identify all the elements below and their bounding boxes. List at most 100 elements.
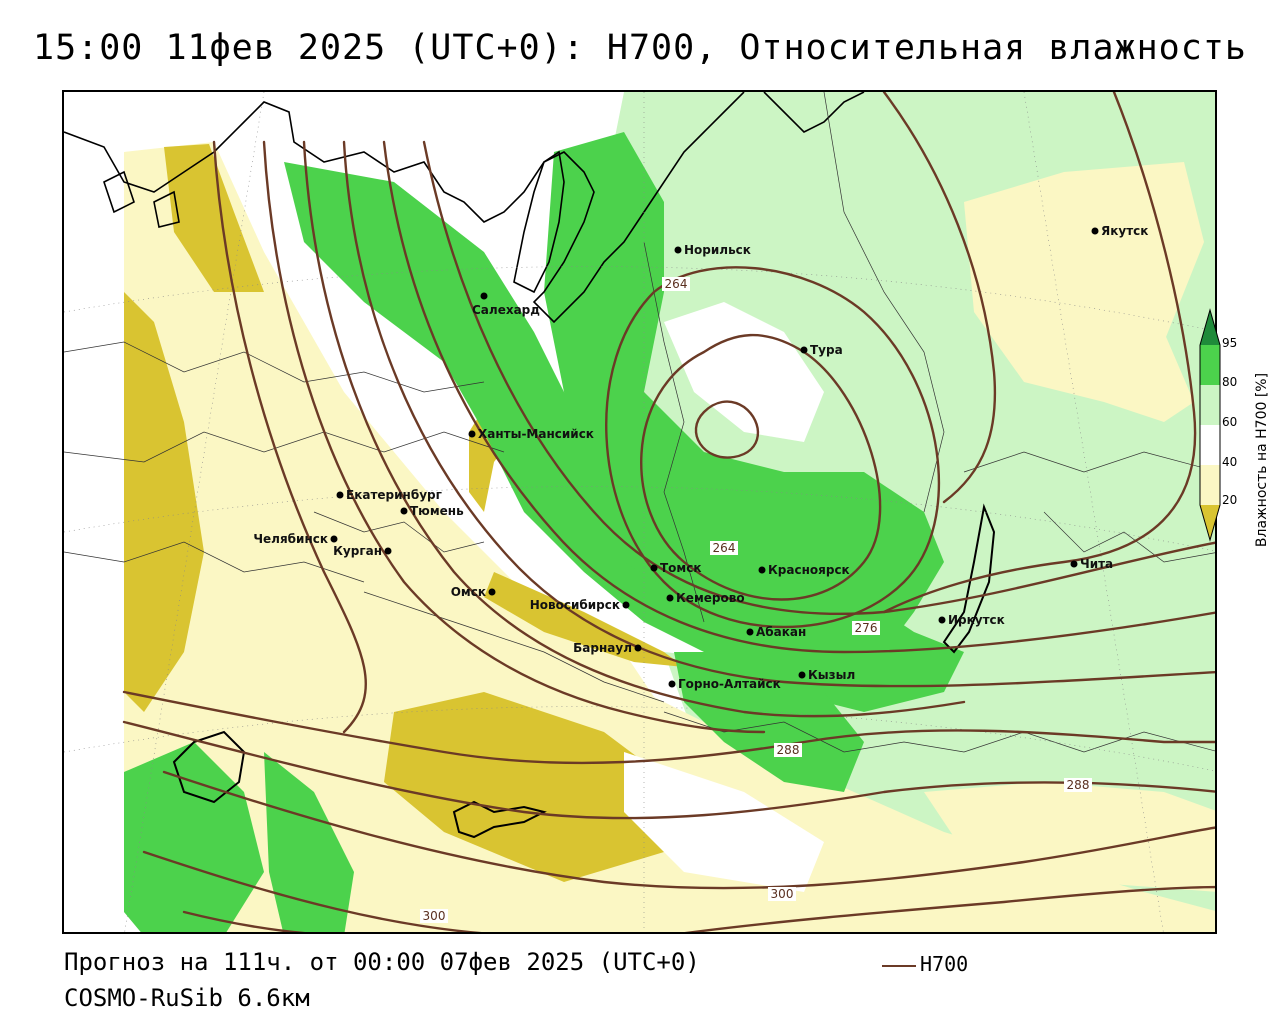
isohypse-label-bg (852, 621, 880, 635)
isohypse-west-6 (422, 140, 1215, 616)
city-label: Чита (1080, 557, 1113, 571)
city-label: Омск (451, 585, 486, 599)
city-dot (634, 644, 642, 652)
city-dot (800, 346, 808, 354)
city-label: Красноярск (768, 563, 850, 577)
model-name: COSMO-RuSib 6.6км (64, 984, 310, 1012)
city-dot (1091, 227, 1099, 235)
city-dot (666, 594, 674, 602)
scale-tick-20: 20 (1222, 493, 1238, 507)
city-dot (336, 491, 344, 499)
city-label: Норильск (684, 243, 751, 257)
city-dot (384, 547, 392, 555)
city-dot (400, 507, 408, 515)
coastline-yamal (513, 150, 565, 294)
coastline-taimyr (763, 92, 865, 133)
city-label: Кемерово (676, 591, 745, 605)
scale-step-40-60 (1200, 425, 1220, 465)
isohypse-east-1 (882, 92, 997, 504)
isohypse-300-south (182, 910, 306, 932)
isohypse-west-5 (382, 140, 1215, 654)
dry-patch-east (1084, 332, 1194, 422)
weather-map: 264 264 276 288 288 300 300 Норильск Якутск Сале… (62, 90, 1217, 934)
coastline-kara-islands (103, 170, 180, 228)
wet-band-central (284, 162, 764, 652)
isohypse-label-bg (420, 909, 448, 923)
city-label: Ханты-Мансийск (478, 427, 594, 441)
isohypse-label: 288 (1067, 778, 1090, 792)
boundary-2 (64, 431, 505, 463)
city-dot (746, 628, 754, 636)
city-label: Новосибирск (530, 598, 620, 612)
isohypse-west-2 (262, 140, 766, 734)
boundary-8 (963, 451, 1215, 473)
city-label: Курган (333, 544, 382, 558)
very-dry-patch-south (384, 692, 684, 882)
isohypse-label-bg (710, 541, 738, 555)
city-dot (622, 601, 630, 609)
isohypse-label-bg (662, 277, 690, 291)
scale-tick-40: 40 (1222, 455, 1238, 469)
city-label: Томск (660, 561, 702, 575)
contour-legend-line (882, 964, 916, 967)
city-dot (488, 588, 496, 596)
humidity-scale (1199, 308, 1221, 542)
city-label: Кызыл (808, 668, 855, 682)
isohypse-264-tura (640, 333, 882, 601)
isohypse-label: 288 (777, 743, 800, 757)
city-label: Якутск (1101, 224, 1148, 238)
isohypse-label: 300 (771, 887, 794, 901)
scale-top-arrow (1200, 310, 1220, 345)
isohypse-label: 264 (713, 541, 736, 555)
scale-tick-80: 80 (1222, 375, 1238, 389)
lake-baikal (942, 503, 996, 654)
white-patch-south (624, 752, 824, 892)
isohypse-label: 276 (855, 621, 878, 635)
isohypse-276 (122, 690, 1215, 765)
city-dot (480, 292, 488, 300)
isohypse-264-outer (605, 266, 940, 629)
lake-balkhash (452, 800, 547, 839)
boundary-10 (313, 511, 485, 553)
city-label: Иркутск (948, 613, 1005, 627)
city-label: Горно-Алтайск (678, 677, 781, 691)
city-label: Абакан (756, 625, 806, 639)
boundary-7 (823, 92, 945, 513)
graticule (64, 92, 1215, 932)
scale-step-20-40 (1200, 465, 1220, 505)
boundary-5 (663, 711, 1215, 753)
wet-area-altai (674, 652, 864, 792)
boundary-1 (64, 341, 485, 393)
scale-title: Влажность на H700 [%] (1254, 372, 1270, 548)
city-label: Тюмень (410, 504, 464, 518)
isohypse-west-3 (302, 140, 966, 718)
isohypse-label-bg (774, 743, 802, 757)
isohypse-288-west (122, 720, 1215, 820)
city-dot (650, 564, 658, 572)
map-title: 15:00 11фев 2025 (UTC+0): H700, Относите… (33, 28, 1247, 68)
city-label: Салехард (472, 303, 540, 317)
isohypse-east-2 (882, 92, 1197, 614)
city-dot (668, 680, 676, 688)
city-dot (1070, 560, 1078, 568)
isohypse-label-bg (768, 887, 796, 901)
isohypse-300 (142, 850, 1215, 932)
city-dot (938, 616, 946, 624)
coastline-arctic (64, 92, 745, 324)
isohypses (122, 92, 1215, 932)
city-label: Барнаул (573, 641, 632, 655)
isohypse-west-1 (212, 140, 367, 734)
boundary-3 (64, 541, 365, 583)
dry-patch-east-south (924, 782, 1215, 892)
forecast-info: Прогноз на 111ч. от 00:00 07фев 2025 (UT… (64, 948, 700, 976)
map-canvas: 264 264 276 288 288 300 300 Норильск Якутск Сале… (64, 92, 1215, 932)
isohypse-288-east (162, 770, 1215, 890)
scale-tick-60: 60 (1222, 415, 1238, 429)
scale-step-60-80 (1200, 385, 1220, 425)
isohypse-label-bg (1064, 778, 1092, 792)
city-label: Тура (810, 343, 843, 357)
city-dot (798, 671, 806, 679)
humidity-field (124, 92, 1215, 932)
isohypse-west-4 (342, 140, 1215, 688)
city-label: Челябинск (253, 532, 328, 546)
